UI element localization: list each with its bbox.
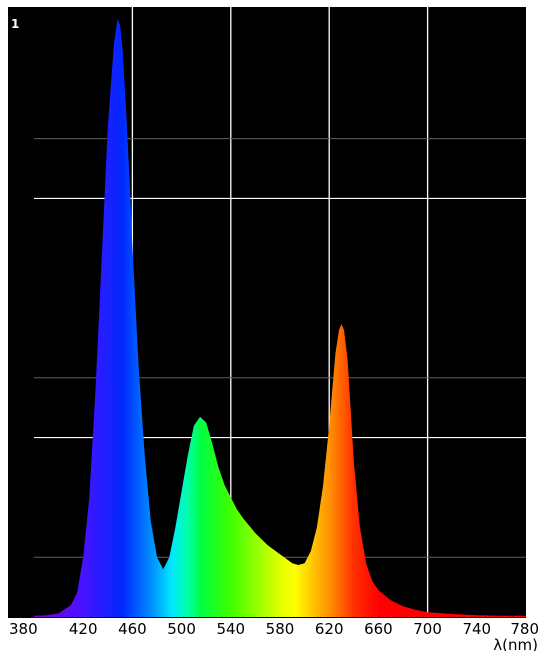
x-tick-label: 700 (413, 620, 442, 638)
x-tick-label: 460 (118, 620, 147, 638)
x-tick-label: 660 (364, 620, 393, 638)
spectrum-area (34, 19, 526, 617)
x-tick-label: 740 (462, 620, 491, 638)
y-max-label: 1 (11, 17, 19, 31)
x-tick-label: 420 (69, 620, 98, 638)
x-tick-label: 780 (510, 620, 539, 638)
x-tick-labels: 380 420 460 500 540 580 620 660 700 740 780 (9, 620, 539, 638)
x-tick-label: 580 (266, 620, 295, 638)
x-tick-label: 620 (315, 620, 344, 638)
plot-area (8, 7, 526, 618)
spectrum-layer (34, 19, 526, 617)
x-tick-label: 380 (9, 620, 38, 638)
x-tick-label: 540 (216, 620, 245, 638)
x-tick-label: 500 (167, 620, 196, 638)
x-axis-label: λ(nm) (493, 636, 538, 651)
